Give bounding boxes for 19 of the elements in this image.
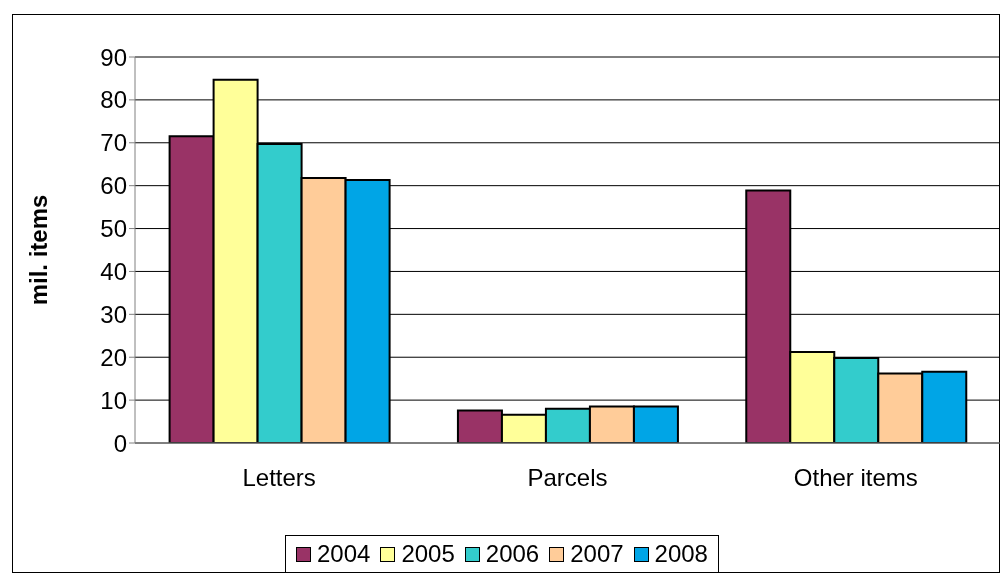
y-tick-label: 50: [100, 215, 127, 243]
x-tick-label: Letters: [242, 464, 316, 492]
legend-label: 2007: [570, 540, 624, 568]
y-tick-label: 60: [100, 172, 127, 200]
y-tick-label: 10: [100, 386, 127, 414]
x-tick-label: Other items: [793, 464, 918, 492]
y-tick-label: 70: [100, 129, 127, 157]
x-tick-label: Parcels: [527, 464, 608, 492]
legend-label: 2005: [401, 540, 455, 568]
y-tick-label: 20: [100, 343, 127, 371]
legend-label: 2004: [317, 540, 371, 568]
y-axis-title: mil. items: [24, 194, 52, 306]
y-tick-label: 80: [100, 86, 127, 114]
legend-label: 2008: [654, 540, 708, 568]
y-tick-label: 90: [100, 43, 127, 71]
y-tick-label: 30: [100, 300, 127, 328]
y-tick-label: 40: [100, 257, 127, 285]
y-tick-label: 0: [113, 429, 127, 457]
legend-label: 2006: [485, 540, 540, 568]
